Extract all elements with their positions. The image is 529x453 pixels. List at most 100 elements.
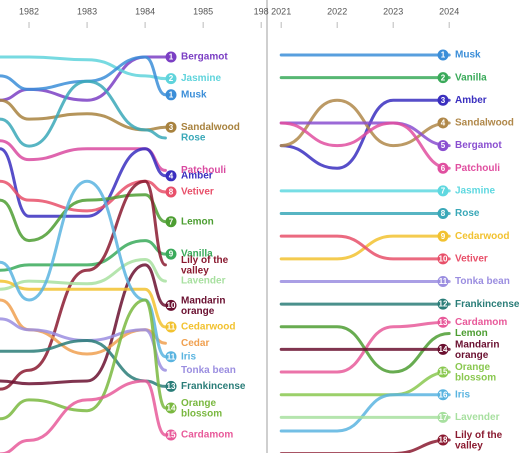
rank-number: 5 [441,141,446,150]
series-label: Cedarwood [181,322,235,333]
rank-badge [437,230,449,242]
rank-line [0,147,167,218]
x-tick-label: 1984 [135,6,155,16]
rank-line [279,438,451,453]
series-label: Cedarwood [455,231,509,242]
rank-number: 1 [441,51,446,60]
rank-badge [437,298,449,310]
rank-number: 2 [441,73,446,82]
rank-badge [437,162,449,174]
rank-number: 1 [169,90,174,99]
rank-line [279,121,451,170]
series-label: Rose [181,133,206,144]
rank-badge [165,51,177,63]
rank-number: 13 [439,318,448,327]
rank-line [279,98,451,170]
series-label: Tonka bean [181,365,236,376]
series-label: Lavender [455,412,500,423]
rank-badge [165,248,177,260]
x-tick-label: 1985 [193,6,213,16]
rank-badge [165,73,177,85]
rank-line [0,55,167,102]
series-label: Bergamot [181,52,228,63]
rank-badge [437,185,449,197]
rank-badge [165,380,177,392]
x-tick-label: 1982 [19,6,39,16]
x-tick-label: 198 [254,6,269,16]
series-label: Vetiver [181,187,214,198]
rank-line [279,370,451,397]
rank-number: 4 [169,171,174,180]
series-label: Patchouli [181,165,226,176]
rank-number: 18 [439,436,448,445]
series-label: Vetiver [455,253,488,264]
series-label: Jasmine [181,73,221,84]
rank-badge [165,351,177,363]
rank-line [0,79,167,148]
series-label: Iris [455,389,470,400]
rank-badge [165,121,177,133]
rank-number: 8 [441,209,446,218]
rank-badge [437,389,449,401]
rank-number: 9 [441,232,446,241]
series-label: Bergamot [455,140,502,151]
rank-number: 4 [441,119,446,128]
rank-number: 11 [167,352,176,361]
rank-number: 2 [169,74,174,83]
series-label: Lily of the valley [181,255,229,277]
rank-number: 11 [167,323,176,332]
rank-line [279,121,451,148]
rank-line [279,98,451,148]
rank-badge [437,117,449,129]
rank-line [279,325,451,374]
rank-line [0,263,167,386]
rank-number: 15 [167,431,176,440]
x-tick-label: 2022 [327,6,347,16]
rank-badge [437,316,449,328]
rank-line [0,279,167,329]
rank-number: 3 [441,96,446,105]
series-label: Mandarin orange [455,339,499,361]
rank-badge [437,366,449,378]
rank-number: 7 [169,217,174,226]
series-label: Vanilla [181,249,213,260]
rank-number: 15 [439,368,448,377]
series-label: Lavender [181,276,226,287]
rank-line [279,234,451,261]
rank-badge [437,411,449,423]
rank-number: 14 [167,404,176,413]
series-label: Amber [181,170,213,181]
rank-line [0,55,167,81]
rank-badge [165,299,177,311]
x-tick-label: 2024 [439,6,459,16]
series-label: Frankincense [181,381,246,392]
rank-line [279,393,451,433]
rank-badge [437,343,449,355]
rank-number: 17 [439,413,448,422]
rank-line [0,298,167,421]
rank-number: 8 [169,188,174,197]
rank-badge [165,429,177,441]
rank-number: 6 [441,164,446,173]
series-label: Vanilla [455,72,487,83]
series-label: Orange blossom [181,398,222,420]
rank-badge [165,170,177,182]
series-label: Iris [181,351,196,362]
series-label: Lemon [181,216,214,227]
x-tick-label: 2021 [271,6,291,16]
series-label: Jasmine [455,186,495,197]
rank-badge [165,89,177,101]
series-label: Amber [455,95,487,106]
rank-line [0,379,167,453]
rank-number: 10 [439,254,448,263]
rank-number: 13 [167,382,176,391]
rank-badge [437,208,449,220]
rank-line [0,98,167,132]
rank-badge [437,275,449,287]
rank-line [0,239,167,272]
rank-badge [165,216,177,228]
rank-badge [165,402,177,414]
rank-line [0,179,167,391]
x-tick-label: 1983 [77,6,97,16]
